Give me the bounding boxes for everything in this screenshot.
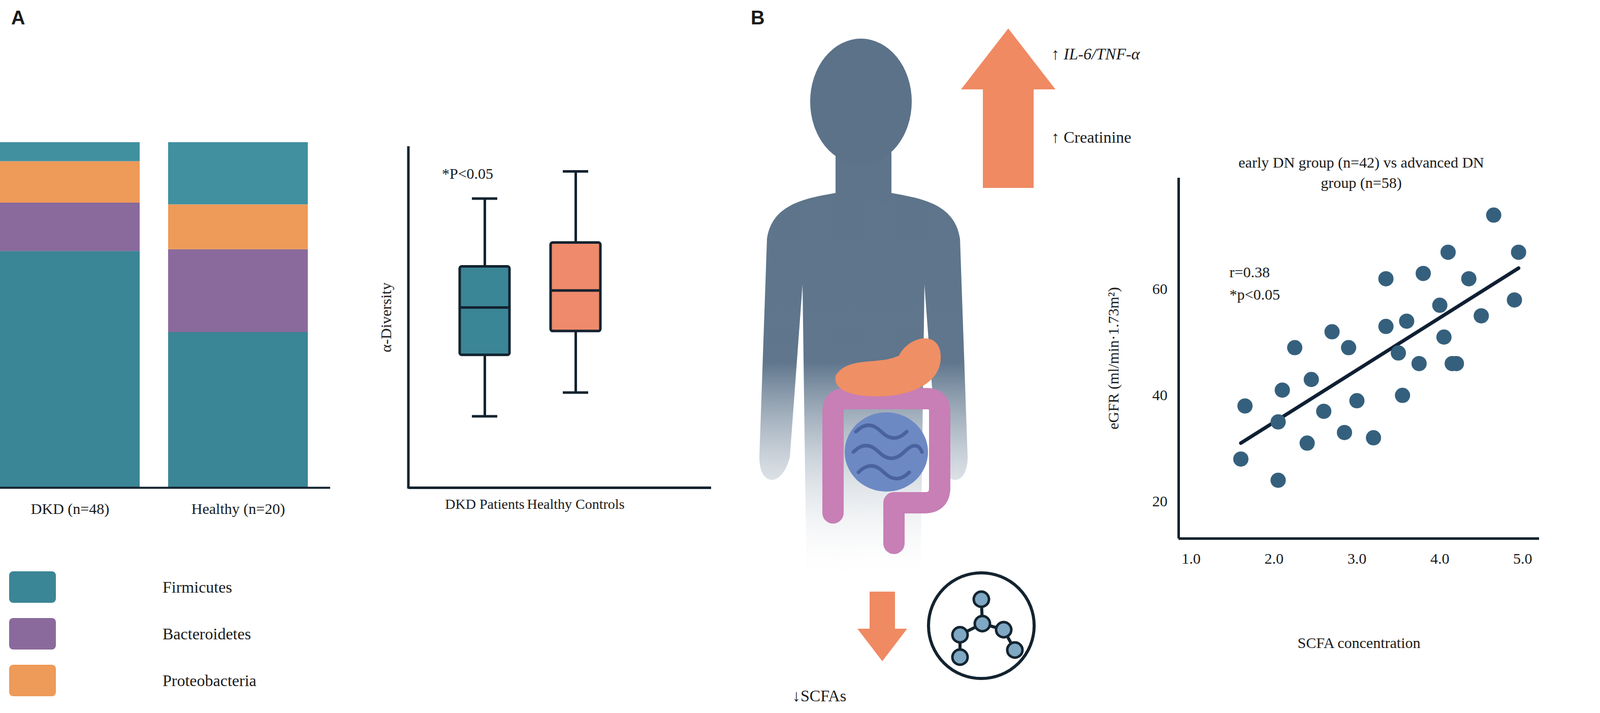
- svg-text:*P<0.05: *P<0.05: [441, 165, 494, 182]
- svg-text:DKD (n=48): DKD (n=48): [30, 500, 110, 518]
- html-text:early DN group (n=42) vs advan: early DN group (n=42) vs advanced DN gro…: [1238, 153, 1485, 191]
- html-text:↑ IL-6/TNF-α: ↑ IL-6/TNF-α: [1051, 44, 1140, 63]
- svg-text:r=0.38*p<0.05: r=0.38*p<0.05: [1229, 263, 1280, 303]
- svg-text:DKD Patients: DKD Patients: [444, 496, 525, 512]
- html-text:α-Diversity: α-Diversity: [377, 282, 395, 353]
- svg-text:1.0: 1.0: [1181, 550, 1201, 567]
- svg-text:5.0: 5.0: [1513, 550, 1533, 567]
- svg-text:Healthy Controls: Healthy Controls: [526, 496, 625, 512]
- svg-text:Healthy (n=20): Healthy (n=20): [191, 500, 285, 518]
- svg-text:4.0: 4.0: [1430, 550, 1450, 567]
- svg-text:40: 40: [1152, 386, 1168, 404]
- html-text:Bacteroidetes: Bacteroidetes: [162, 624, 251, 643]
- html-text:B: B: [750, 7, 765, 29]
- html-text:A: A: [11, 7, 26, 29]
- html-text:↑ Creatinine: ↑ Creatinine: [1051, 128, 1132, 147]
- svg-text:SCFA concentration: SCFA concentration: [1297, 634, 1421, 652]
- svg-text:2.0: 2.0: [1264, 550, 1284, 567]
- svg-text:20: 20: [1152, 492, 1168, 510]
- html-text:↓SCFAs: ↓SCFAs: [792, 686, 847, 706]
- svg-text:60: 60: [1152, 280, 1168, 298]
- svg-text:eGFR (ml/min·1.73m²): eGFR (ml/min·1.73m²): [1104, 286, 1123, 430]
- html-text:Firmicutes: Firmicutes: [162, 577, 233, 597]
- svg-text:3.0: 3.0: [1347, 550, 1367, 567]
- html-text:Proteobacteria: Proteobacteria: [162, 671, 257, 690]
